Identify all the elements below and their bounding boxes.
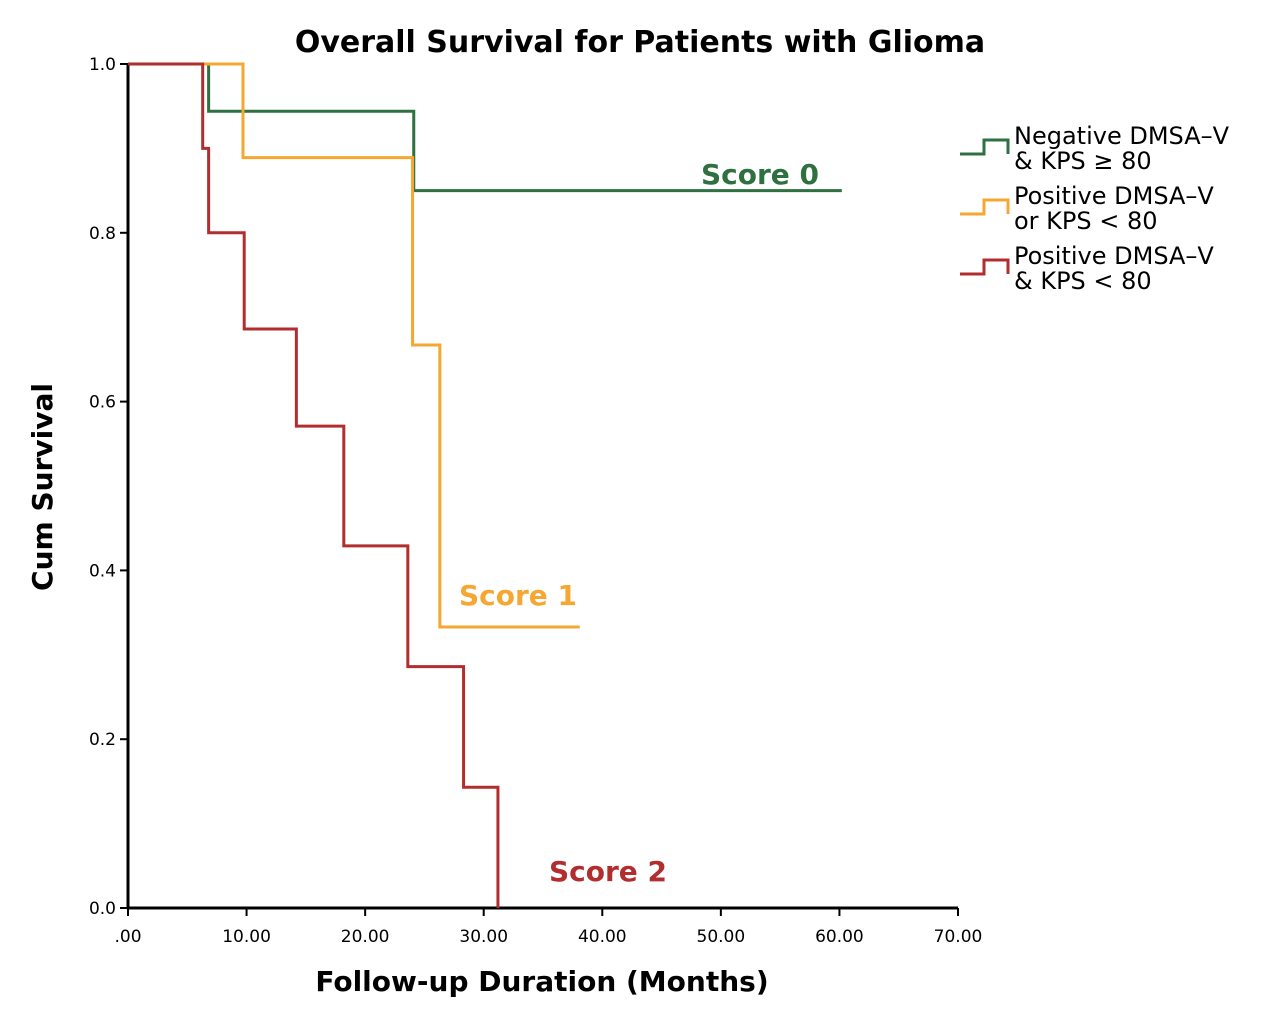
x-tick-label: 60.00 bbox=[815, 927, 864, 947]
series-annotation-2: Score 2 bbox=[549, 855, 667, 888]
y-tick-label: 0.0 bbox=[89, 899, 116, 919]
plot-area: .00 10.00 20.00 30.00 40.00 50.00 60.00 70.00 0.… bbox=[89, 55, 982, 947]
legend: Negative DMSA–V& KPS ≥ 80 Positive DMSA–V… bbox=[960, 122, 1230, 295]
series-line-1 bbox=[128, 62, 580, 629]
x-tick-label: 70.00 bbox=[934, 927, 983, 947]
legend-label: or KPS < 80 bbox=[1014, 207, 1158, 235]
x-tick-label: 20.00 bbox=[341, 927, 390, 947]
y-tick-label: 0.8 bbox=[89, 224, 116, 244]
series-annotation-0: Score 0 bbox=[701, 158, 819, 191]
chart-title: Overall Survival for Patients with Gliom… bbox=[295, 25, 985, 60]
x-tick-label: 30.00 bbox=[459, 927, 508, 947]
series-annotation-1: Score 1 bbox=[459, 579, 577, 612]
y-tick-label: 1.0 bbox=[89, 55, 116, 75]
legend-label: & KPS ≥ 80 bbox=[1014, 147, 1152, 175]
legend-label: Negative DMSA–V bbox=[1014, 122, 1230, 150]
y-tick-label: 0.2 bbox=[89, 730, 116, 750]
x-tick-label: 10.00 bbox=[222, 927, 271, 947]
series-line-2 bbox=[128, 62, 500, 908]
legend-label: Positive DMSA–V bbox=[1014, 182, 1214, 210]
x-tick-label: 50.00 bbox=[697, 927, 746, 947]
legend-item-2: Positive DMSA–V& KPS < 80 bbox=[960, 242, 1214, 295]
y-tick-label: 0.4 bbox=[89, 561, 116, 581]
legend-label: & KPS < 80 bbox=[1014, 267, 1152, 295]
legend-label: Positive DMSA–V bbox=[1014, 242, 1214, 270]
x-tick-label: .00 bbox=[114, 927, 141, 947]
y-tick-label: 0.6 bbox=[89, 393, 116, 413]
legend-item-0: Negative DMSA–V& KPS ≥ 80 bbox=[960, 122, 1230, 175]
legend-swatch bbox=[960, 258, 1010, 276]
x-axis-title: Follow-up Duration (Months) bbox=[315, 965, 768, 998]
y-axis-title: Cum Survival bbox=[26, 383, 59, 591]
legend-swatch bbox=[960, 138, 1010, 156]
legend-item-1: Positive DMSA–Vor KPS < 80 bbox=[960, 182, 1214, 235]
legend-swatch bbox=[960, 198, 1010, 216]
x-tick-label: 40.00 bbox=[578, 927, 627, 947]
